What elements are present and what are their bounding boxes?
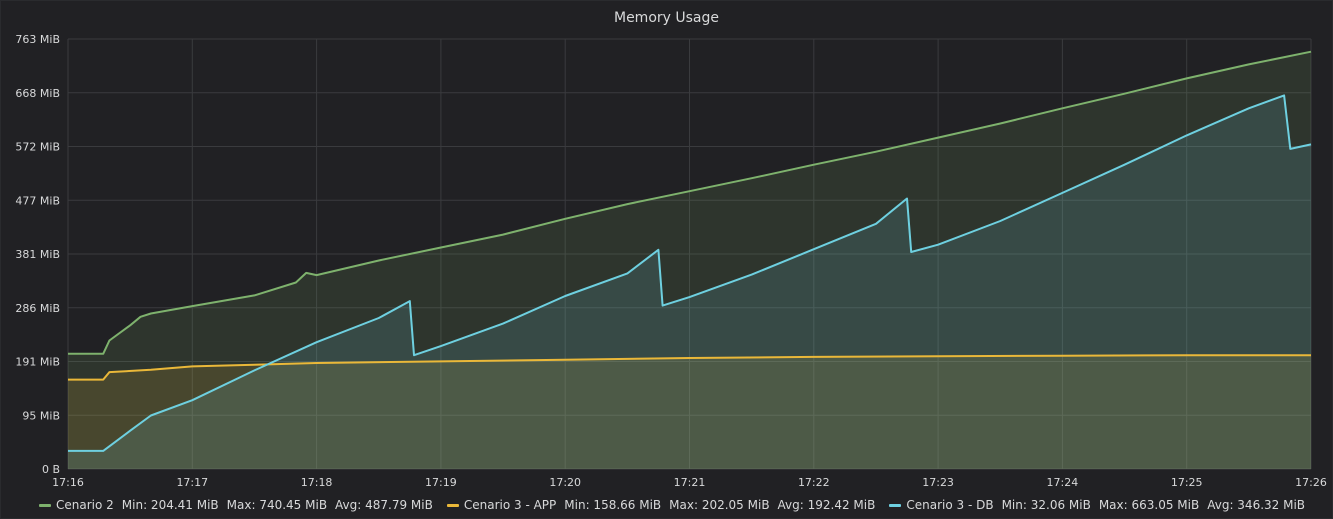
series-area-cenario-2 (68, 51, 1311, 469)
legend-item-cenario-3-app[interactable]: Cenario 3 - APP Min: 158.66 MiB Max: 202.0… (446, 498, 876, 512)
legend-series-name: Cenario 2 (56, 498, 114, 512)
legend-series-name: Cenario 3 - APP (463, 498, 557, 512)
y-tick-label: 0 B (42, 463, 60, 476)
series-areas (68, 51, 1311, 470)
x-tick-label: 17:20 (549, 476, 581, 489)
x-tick-label: 17:23 (922, 476, 954, 489)
legend-item-cenario-3-db[interactable]: Cenario 3 - DB Min: 32.06 MiB Max: 663.05 … (889, 498, 1305, 512)
y-tick-label: 95 MiB (22, 409, 60, 422)
y-tick-label: 286 MiB (15, 302, 60, 315)
legend-stat-avg: Avg: 487.79 MiB (335, 498, 433, 512)
memory-usage-chart[interactable]: 0 B 95 MiB 191 MiB 286 MiB 381 MiB 477 MiB 572… (1, 1, 1332, 496)
grid (67, 38, 1312, 470)
legend-series-name: Cenario 3 - DB (906, 498, 994, 512)
x-tick-labels: 17:16 17:17 17:18 17:19 17:20 17:21 17:22 17:23… (52, 476, 1327, 489)
legend-swatch (39, 503, 51, 507)
panel-title[interactable]: Memory Usage (613, 10, 719, 26)
y-tick-label: 477 MiB (15, 194, 60, 207)
x-tick-label: 17:25 (1171, 476, 1203, 489)
legend-stat-max: Max: 740.45 MiB (226, 498, 328, 512)
series-area-cenario-3-app (68, 355, 1311, 469)
y-tick-label: 668 MiB (15, 87, 60, 100)
series-line-cenario-3-db[interactable] (68, 94, 1312, 452)
series-area-cenario-3-db (68, 95, 1311, 470)
x-tick-label: 17:17 (176, 476, 208, 489)
x-tick-label: 17:22 (798, 476, 830, 489)
legend-swatch (446, 503, 459, 507)
x-tick-label: 17:21 (674, 476, 706, 489)
x-tick-label: 17:18 (301, 476, 333, 489)
y-tick-label: 572 MiB (15, 141, 60, 154)
y-tick-label: 381 MiB (15, 248, 60, 261)
x-tick-label: 17:26 (1295, 476, 1327, 489)
x-tick-label: 17:16 (52, 476, 84, 489)
legend-swatch (889, 503, 902, 507)
series-lines (68, 50, 1312, 452)
legend-stat-max: Max: 663.05 MiB (1098, 498, 1200, 512)
x-tick-label: 17:19 (425, 476, 457, 489)
legend: Cenario 2 Min: 204.41 MiB Max: 740.45 MiB A… (39, 498, 1305, 512)
legend-stat-min: Min: 32.06 MiB (1001, 498, 1091, 512)
series-line-cenario-2[interactable] (68, 50, 1312, 355)
y-tick-labels: 0 B 95 MiB 191 MiB 286 MiB 381 MiB 477 MiB 572… (15, 33, 60, 476)
series-line-cenario-3-app[interactable] (68, 354, 1311, 381)
legend-item-cenario-2[interactable]: Cenario 2 Min: 204.41 MiB Max: 740.45 MiB A… (39, 498, 433, 512)
x-tick-label: 17:24 (1047, 476, 1079, 489)
legend-stat-max: Max: 202.05 MiB (669, 498, 770, 512)
legend-stat-avg: Avg: 192.42 MiB (777, 498, 876, 512)
legend-stat-avg: Avg: 346.32 MiB (1207, 498, 1306, 512)
y-tick-label: 191 MiB (15, 356, 60, 369)
y-tick-label: 763 MiB (15, 33, 60, 46)
legend-stat-min: Min: 204.41 MiB (121, 498, 219, 512)
legend-stat-min: Min: 158.66 MiB (564, 498, 662, 512)
